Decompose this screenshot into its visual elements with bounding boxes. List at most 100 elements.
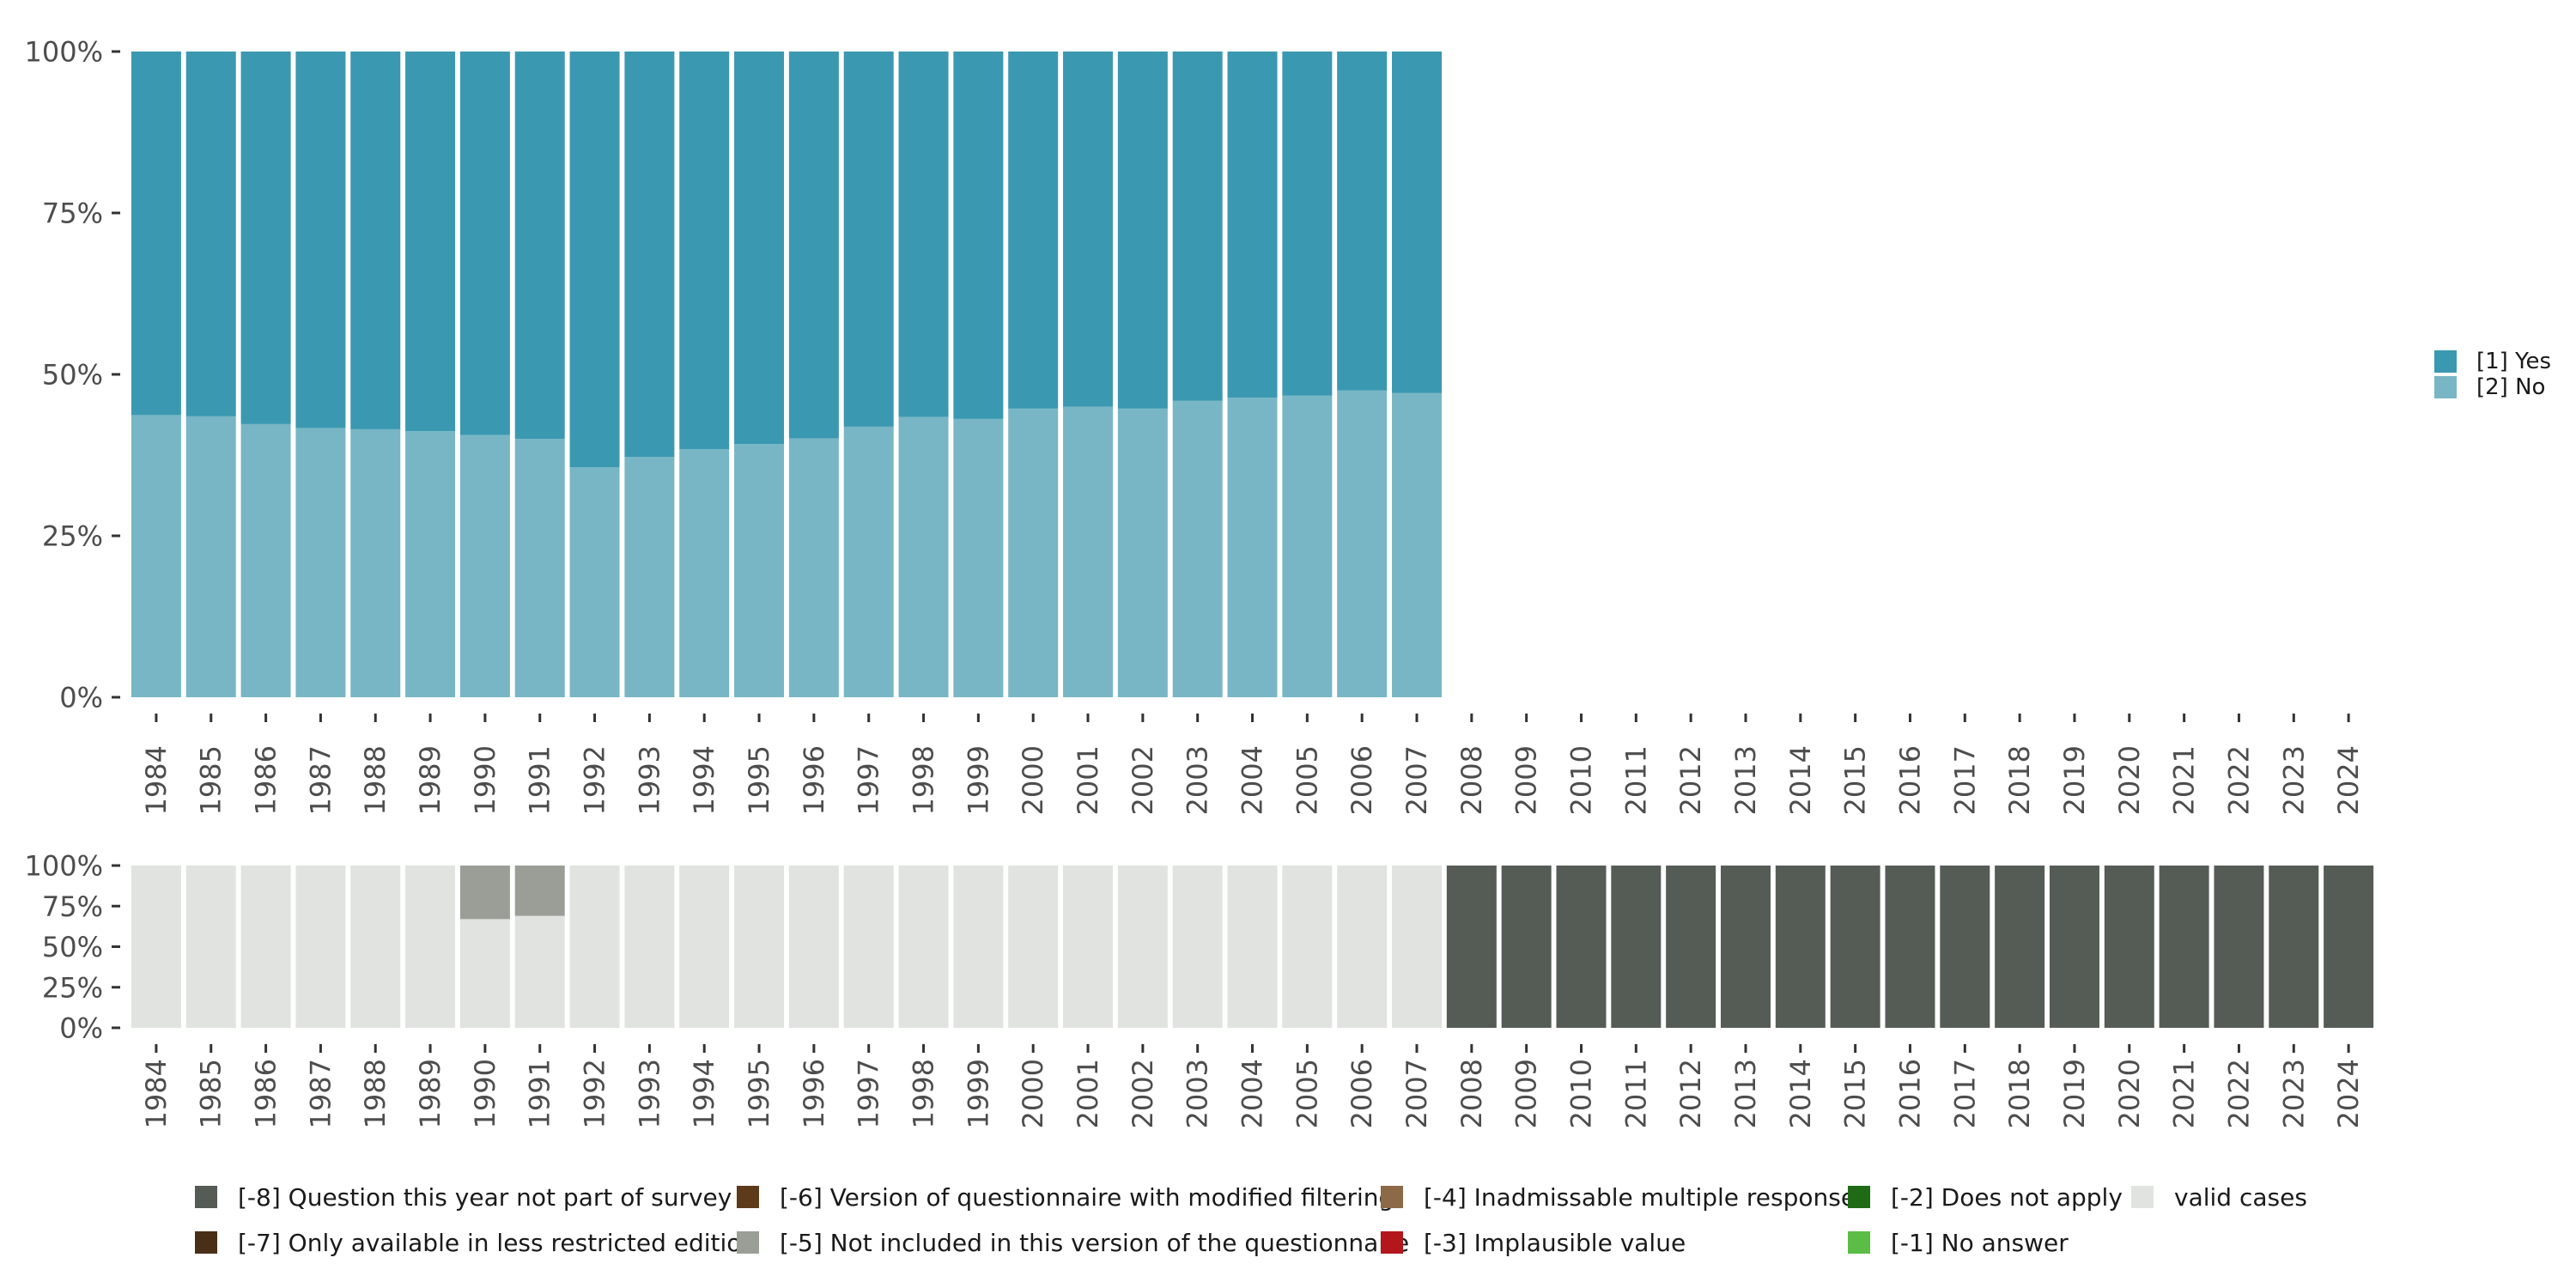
legend-swatch: [195, 1231, 217, 1254]
legend-label: valid cases: [2174, 1183, 2307, 1212]
bar-2012--8-question-this-year-not-part-of-survey: [1666, 866, 1716, 1028]
bar-2006--1-yes: [1337, 52, 1388, 391]
bar-1992-valid-cases: [569, 866, 620, 1028]
bar-1997--1-yes: [843, 52, 894, 427]
bar-2000--2-no: [1008, 408, 1059, 697]
x-tick-label: 2012: [1674, 745, 1707, 815]
bar-2002--1-yes: [1117, 52, 1168, 409]
legend-swatch: [737, 1231, 759, 1254]
bar-2020--8-question-this-year-not-part-of-survey: [2104, 866, 2154, 1028]
bar-2003--2-no: [1172, 400, 1223, 697]
bar-1995-valid-cases: [734, 866, 785, 1028]
bar-1986-valid-cases: [240, 866, 291, 1028]
x-tick-label: 1991: [524, 745, 556, 815]
x-tick-label: 2001: [1072, 1059, 1104, 1128]
x-tick-label: 2008: [1455, 1059, 1488, 1128]
bar-1993--1-yes: [624, 52, 675, 458]
x-tick-label: 1984: [140, 745, 173, 815]
x-tick-label: 1986: [250, 1059, 283, 1128]
x-tick-label: 2003: [1182, 745, 1214, 815]
y-tick-label: 75%: [42, 890, 103, 923]
legend-label: [-3] Implausible value: [1424, 1229, 1686, 1257]
x-tick-label: 1989: [414, 1059, 447, 1128]
y-tick-label: 75%: [42, 197, 103, 230]
bar-1987--2-no: [295, 428, 346, 697]
x-tick-label: 1992: [579, 1059, 611, 1128]
legend-label: [-5] Not included in this version of the…: [780, 1229, 1409, 1257]
bar-1984--1-yes: [131, 52, 181, 416]
x-tick-label: 2021: [2168, 1059, 2201, 1128]
bar-1999--1-yes: [953, 52, 1004, 419]
bar-1989--2-no: [405, 431, 456, 697]
bar-2001--2-no: [1063, 406, 1114, 697]
x-tick-label: 2024: [2332, 745, 2365, 815]
bar-1988-valid-cases: [350, 866, 401, 1028]
bar-1984-valid-cases: [131, 866, 181, 1028]
bar-2016--8-question-this-year-not-part-of-survey: [1885, 866, 1935, 1028]
x-tick-label: 2024: [2332, 1059, 2365, 1128]
bar-1985-valid-cases: [185, 866, 236, 1028]
bar-1989-valid-cases: [405, 866, 456, 1028]
x-tick-label: 2000: [1017, 745, 1049, 815]
bar-1998-valid-cases: [898, 866, 949, 1028]
bar-2005-valid-cases: [1282, 866, 1333, 1028]
x-tick-label: 2007: [1400, 745, 1433, 815]
x-tick-label: 2021: [2168, 745, 2201, 815]
bar-1996-valid-cases: [788, 866, 839, 1028]
legend-swatch: [1848, 1186, 1870, 1208]
bar-1985--2-no: [185, 416, 236, 697]
x-tick-label: 2023: [2277, 1059, 2310, 1128]
x-tick-label: 2011: [1619, 745, 1652, 815]
x-tick-label: 2015: [1839, 1059, 1872, 1128]
x-tick-label: 2022: [2222, 1059, 2255, 1128]
bar-1988--1-yes: [350, 52, 401, 429]
bar-1994-valid-cases: [679, 866, 730, 1028]
bar-2019--8-question-this-year-not-part-of-survey: [2049, 866, 2099, 1028]
x-tick-label: 2002: [1127, 745, 1159, 815]
x-tick-label: 2023: [2277, 745, 2310, 815]
legend-swatch: [2434, 350, 2457, 373]
legend-label: [-8] Question this year not part of surv…: [238, 1183, 732, 1212]
x-tick-label: 1984: [140, 1059, 173, 1128]
bar-2024--8-question-this-year-not-part-of-survey: [2324, 866, 2374, 1028]
bar-2003--1-yes: [1172, 52, 1223, 401]
x-tick-label: 2006: [1346, 745, 1378, 815]
legend-label: [-6] Version of questionnaire with modif…: [780, 1183, 1394, 1212]
legend-swatch: [1848, 1231, 1870, 1254]
x-tick-label: 2000: [1017, 1059, 1049, 1128]
bar-2017--8-question-this-year-not-part-of-survey: [1940, 866, 1990, 1028]
bar-2004--1-yes: [1227, 52, 1278, 398]
x-tick-label: 2014: [1784, 745, 1817, 815]
x-tick-label: 2015: [1839, 745, 1872, 815]
bar-1994--1-yes: [679, 52, 730, 450]
bar-2008--8-question-this-year-not-part-of-survey: [1446, 866, 1497, 1028]
x-tick-label: 2002: [1127, 1059, 1159, 1128]
bar-2004--2-no: [1227, 398, 1278, 697]
x-tick-label: 2001: [1072, 745, 1104, 815]
x-tick-label: 2005: [1291, 745, 1323, 815]
bar-2006--2-no: [1337, 390, 1388, 697]
x-tick-label: 2019: [2058, 1059, 2091, 1128]
x-tick-label: 2010: [1564, 1059, 1597, 1128]
y-tick-label: 0%: [59, 682, 103, 714]
bar-2014--8-question-this-year-not-part-of-survey: [1775, 866, 1826, 1028]
x-tick-label: 2017: [1948, 745, 1981, 815]
legend-swatch: [2131, 1186, 2154, 1208]
legend-swatch: [195, 1186, 217, 1208]
top-chart-legend: [1] Yes[2] No: [2434, 349, 2551, 400]
bar-1998--1-yes: [898, 52, 949, 417]
bar-2022--8-question-this-year-not-part-of-survey: [2214, 866, 2264, 1028]
x-tick-label: 2017: [1948, 1059, 1981, 1128]
x-tick-label: 2007: [1400, 1059, 1433, 1128]
x-tick-label: 1993: [633, 1059, 665, 1128]
x-tick-label: 1992: [579, 745, 611, 815]
legend-swatch: [2434, 376, 2457, 398]
y-tick-label: 25%: [42, 520, 103, 553]
x-tick-label: 1985: [195, 745, 228, 815]
x-tick-label: 1993: [633, 745, 665, 815]
bar-2000-valid-cases: [1008, 866, 1059, 1028]
x-tick-label: 1991: [524, 1059, 556, 1128]
bar-1993--2-no: [624, 457, 675, 697]
bar-2005--1-yes: [1282, 52, 1333, 396]
x-tick-label: 2018: [2003, 745, 2036, 815]
